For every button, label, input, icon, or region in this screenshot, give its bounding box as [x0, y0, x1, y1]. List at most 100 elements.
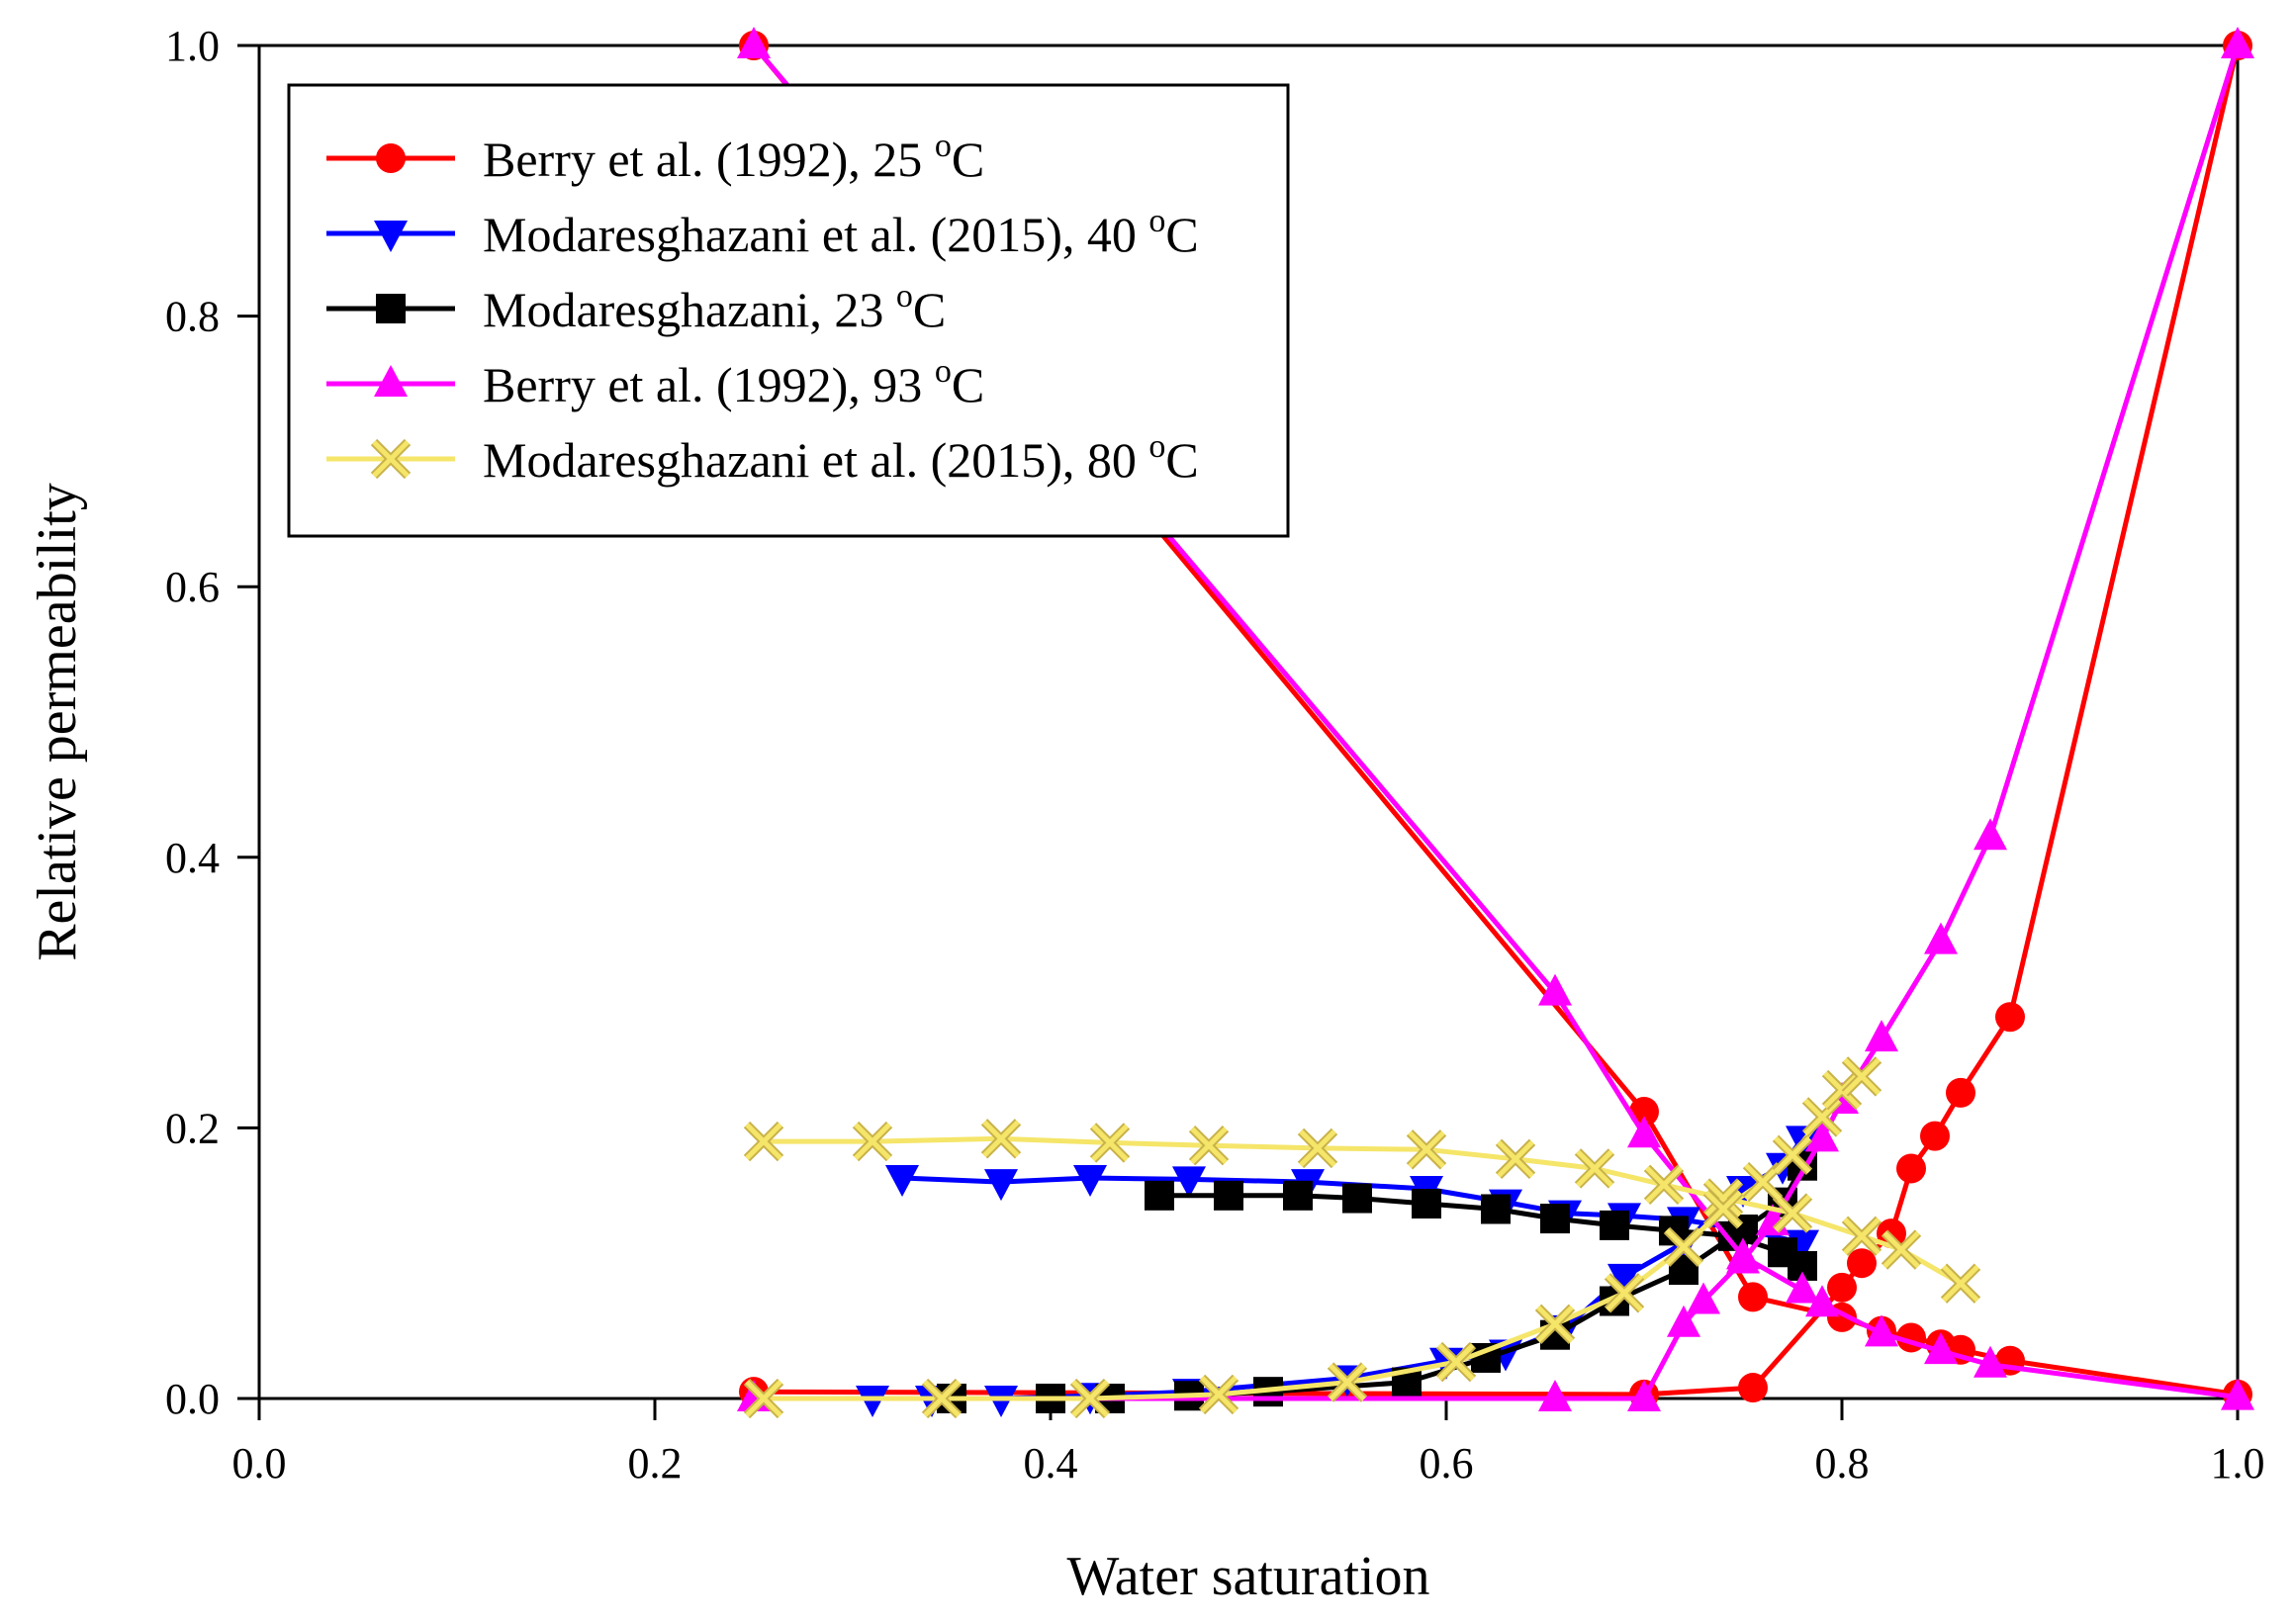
x-marker-stroke — [1606, 1274, 1643, 1312]
x-axis-title: Water saturation — [1066, 1546, 1429, 1607]
data-point — [1198, 1374, 1239, 1415]
data-point — [1841, 1056, 1882, 1097]
data-point — [1534, 1304, 1576, 1344]
legend-label: Modaresghazani et al. (2015), 80 oC — [483, 428, 1199, 488]
data-point — [1738, 1282, 1768, 1312]
x-marker-stroke — [1942, 1264, 1979, 1303]
data-point — [1865, 1020, 1898, 1052]
data-point — [1495, 1138, 1536, 1180]
data-point — [1841, 1216, 1882, 1257]
data-point — [1297, 1128, 1338, 1169]
legend-item: Berry et al. (1992), 25 oC — [326, 128, 984, 187]
data-point — [980, 1119, 1022, 1159]
data-point — [1946, 1077, 1975, 1108]
data-point — [1607, 1263, 1641, 1296]
data-point — [1924, 1332, 1958, 1365]
x-marker-stroke — [1744, 1163, 1782, 1201]
data-point — [1538, 1380, 1572, 1411]
data-point — [1663, 1226, 1704, 1267]
legend-item: Modaresghazani, 23 oC — [326, 278, 946, 337]
legend-swatch-marker — [374, 221, 408, 252]
legend-label: Modaresghazani, 23 oC — [483, 278, 946, 337]
data-point — [1738, 1373, 1768, 1403]
data-point — [1073, 1165, 1107, 1198]
x-marker-stroke — [1843, 1218, 1881, 1255]
data-point — [1600, 1210, 1629, 1240]
y-tick-label: 0.8 — [165, 293, 220, 341]
y-axis: 0.0 0.2 0.4 0.6 0.8 1.0 — [165, 22, 259, 1423]
x-marker-stroke — [1497, 1140, 1534, 1178]
data-point — [921, 1378, 963, 1419]
data-point — [2221, 1378, 2254, 1410]
data-point — [852, 1121, 893, 1162]
data-point — [1896, 1153, 1926, 1184]
data-point — [1973, 818, 2007, 851]
x-marker-stroke — [1190, 1127, 1228, 1164]
data-point — [1643, 1164, 1685, 1206]
data-point — [1702, 1178, 1744, 1218]
x-marker-stroke — [923, 1380, 961, 1417]
data-point — [1406, 1129, 1447, 1170]
x-marker-stroke — [1071, 1380, 1109, 1417]
data-point — [1940, 1263, 1981, 1304]
x-axis: 0.0 0.2 0.4 0.6 0.8 1.0 — [232, 1398, 2265, 1488]
data-point — [1772, 1193, 1813, 1233]
x-tick-label: 0.2 — [628, 1439, 683, 1488]
legend-swatch-marker — [376, 143, 406, 173]
legend-item: Modaresghazani et al. (2015), 80 oC — [326, 428, 1199, 488]
x-marker-stroke — [1299, 1129, 1336, 1167]
data-point — [1742, 1161, 1784, 1203]
data-point — [1881, 1229, 1922, 1270]
data-point — [2221, 27, 2254, 58]
x-marker-stroke — [1437, 1343, 1475, 1381]
x-marker-stroke — [1408, 1130, 1445, 1169]
series-5 — [743, 1056, 1981, 1419]
x-tick-label: 0.4 — [1024, 1439, 1078, 1488]
data-point — [1995, 1002, 2025, 1033]
y-tick-label: 0.0 — [165, 1375, 220, 1423]
data-point — [1214, 1180, 1243, 1211]
legend-swatch-marker — [370, 438, 412, 480]
x-marker-stroke — [1704, 1190, 1742, 1228]
y-tick-label: 0.6 — [165, 563, 220, 611]
data-point — [1412, 1189, 1441, 1219]
data-point — [1687, 1282, 1720, 1314]
data-point — [1188, 1126, 1230, 1166]
data-point — [1283, 1180, 1313, 1211]
data-point — [1726, 1241, 1760, 1274]
legend-item: Berry et al. (1992), 93 oC — [326, 353, 984, 412]
data-point — [1327, 1362, 1368, 1402]
data-point — [1924, 922, 1958, 954]
data-point — [984, 1169, 1018, 1202]
x-marker-stroke — [1774, 1194, 1811, 1232]
x-tick-label: 0.8 — [1815, 1439, 1870, 1488]
data-point — [1145, 1180, 1174, 1211]
x-marker-stroke — [1200, 1376, 1238, 1413]
data-point — [1481, 1194, 1511, 1224]
legend-swatch-marker — [376, 294, 406, 323]
x-marker-stroke — [372, 440, 410, 478]
data-point — [1805, 1120, 1839, 1152]
data-point — [1604, 1273, 1645, 1313]
legend-swatch-marker — [374, 365, 408, 397]
y-tick-label: 0.2 — [165, 1104, 220, 1152]
y-axis-title: Relative permeability — [27, 483, 88, 961]
data-point — [885, 1165, 919, 1198]
series-line — [901, 1175, 1803, 1246]
data-point — [1538, 973, 1572, 1006]
data-point — [1847, 1248, 1877, 1279]
x-marker-stroke — [1091, 1124, 1129, 1162]
data-point — [1574, 1148, 1615, 1189]
data-point — [856, 1386, 889, 1417]
data-point — [1801, 1097, 1843, 1137]
x-tick-label: 0.6 — [1420, 1439, 1474, 1488]
data-point — [1069, 1378, 1111, 1419]
x-marker-stroke — [1843, 1057, 1881, 1096]
data-point — [1805, 1285, 1839, 1317]
data-point — [1435, 1341, 1477, 1383]
legend: Berry et al. (1992), 25 oC Modaresghazani… — [287, 83, 1290, 538]
data-point — [1827, 1272, 1857, 1303]
series-4 — [737, 27, 2254, 1411]
x-marker-stroke — [854, 1123, 891, 1160]
